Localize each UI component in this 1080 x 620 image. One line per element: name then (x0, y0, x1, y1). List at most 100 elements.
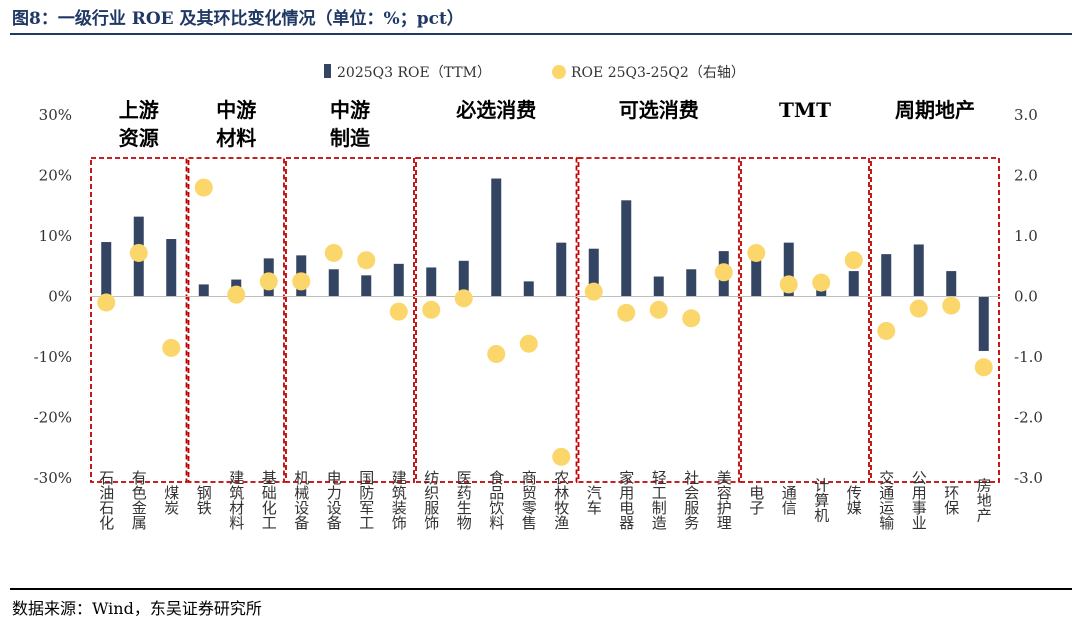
dot-13 (519, 334, 538, 353)
bar-26 (946, 271, 957, 297)
category-label-20: 电子 (747, 485, 765, 515)
category-label-4: 建筑材料 (227, 470, 245, 530)
bar-25 (913, 244, 924, 297)
category-label-2: 煤炭 (162, 485, 180, 515)
right-tick-2: 1.0 (1014, 227, 1038, 245)
dot-17 (649, 300, 668, 319)
bar-22 (816, 287, 827, 297)
group-box-1 (187, 157, 285, 483)
group-label-5-0: TMT (779, 98, 831, 122)
category-label-16: 家用电器 (617, 470, 635, 530)
bar-12 (491, 178, 502, 297)
category-label-27: 房地产 (975, 478, 993, 523)
legend-dot-label: ROE 25Q3-25Q2（右轴） (571, 65, 745, 81)
category-label-13: 商贸零售 (520, 470, 538, 530)
bar-14 (556, 242, 567, 297)
right-tick-3: 0.0 (1014, 288, 1038, 306)
bar-11 (458, 260, 469, 297)
bar-16 (621, 200, 632, 297)
group-label-0-1: 资源 (119, 126, 159, 150)
category-label-11: 医药生物 (455, 470, 473, 531)
dot-series (97, 178, 993, 466)
bar-21 (783, 242, 794, 297)
category-label-0: 石油石化 (97, 470, 115, 530)
left-tick-6: -30% (34, 469, 72, 487)
bar-3 (198, 284, 209, 297)
category-label-23: 传媒 (845, 485, 863, 515)
category-label-26: 环保 (942, 485, 960, 515)
category-label-15: 汽车 (585, 485, 603, 515)
right-tick-0: 3.0 (1014, 106, 1038, 124)
bar-20 (751, 257, 762, 297)
left-tick-3: 0% (48, 288, 72, 306)
bar-24 (881, 254, 892, 297)
dot-21 (779, 275, 798, 294)
left-tick-2: 10% (39, 227, 72, 245)
legend-bar-swatch (324, 64, 331, 78)
dot-15 (584, 282, 603, 301)
category-label-19: 美容护理 (715, 470, 733, 530)
bar-2 (166, 239, 177, 297)
dot-6 (292, 272, 311, 291)
source-note: 数据来源：Wind，东吴证券研究所 (12, 599, 262, 618)
group-box-6 (870, 157, 1000, 483)
dot-19 (714, 263, 733, 282)
dot-25 (909, 299, 928, 318)
left-axis: 30% 20% 10% 0% -10% -20% -30% (34, 106, 72, 487)
dot-27 (974, 358, 993, 377)
category-label-14: 农林牧渔 (552, 470, 570, 530)
category-label-7: 电力设备 (325, 470, 343, 530)
dot-14 (552, 447, 571, 466)
dot-23 (844, 251, 863, 270)
category-label-22: 计算机 (812, 478, 830, 524)
bar-27 (978, 296, 989, 351)
bar-10 (426, 267, 437, 297)
bar-7 (328, 269, 339, 297)
left-tick-5: -20% (34, 409, 72, 427)
dot-18 (682, 309, 701, 328)
group-label-0-0: 上游 (119, 98, 159, 122)
right-tick-1: 2.0 (1014, 167, 1038, 185)
group-label-1-1: 材料 (216, 126, 256, 150)
category-labels: 石油石化 有色金属 煤炭 钢铁 建筑材料 基础化工 机械设备 电力设备 国防军工 建筑装饰 纺织服饰… (97, 469, 993, 531)
right-tick-6: -3.0 (1014, 469, 1043, 487)
category-label-5: 基础化工 (260, 470, 278, 530)
bar-17 (653, 276, 664, 297)
dot-5 (259, 272, 278, 291)
category-label-21: 通信 (780, 485, 798, 515)
category-label-25: 公用事业 (910, 470, 928, 530)
dot-3 (194, 178, 213, 197)
category-label-24: 交通运输 (877, 469, 895, 530)
dot-22 (812, 273, 831, 292)
dot-2 (162, 338, 181, 357)
dot-26 (942, 296, 961, 315)
group-box-3 (415, 157, 578, 483)
group-label-2-0: 中游 (330, 98, 370, 122)
category-label-18: 社会服务 (682, 470, 700, 531)
dot-24 (877, 321, 896, 340)
bar-8 (361, 275, 372, 297)
category-label-12: 食品饮料 (487, 470, 505, 530)
bar-9 (393, 263, 404, 297)
group-label-3-0: 必选消费 (455, 98, 536, 122)
category-label-1: 有色金属 (130, 470, 148, 530)
group-box-4 (577, 157, 740, 483)
bar-0 (101, 242, 112, 297)
dot-16 (617, 303, 636, 322)
dot-12 (487, 344, 506, 363)
figure-title: 图8：一级行业 ROE 及其环比变化情况（单位：%；pct） (12, 9, 464, 29)
dot-0 (97, 293, 116, 312)
dot-4 (227, 285, 246, 304)
group-box-2 (285, 157, 415, 483)
dot-11 (454, 289, 473, 308)
right-tick-5: -2.0 (1014, 409, 1043, 427)
legend-dot-swatch (552, 65, 566, 79)
right-tick-4: -1.0 (1014, 348, 1043, 366)
left-tick-4: -10% (34, 348, 72, 366)
dot-9 (389, 302, 408, 321)
legend: 2025Q3 ROE（TTM） ROE 25Q3-25Q2（右轴） (324, 64, 745, 81)
dot-20 (747, 243, 766, 262)
category-label-6: 机械设备 (292, 470, 310, 530)
left-tick-0: 30% (39, 106, 72, 124)
